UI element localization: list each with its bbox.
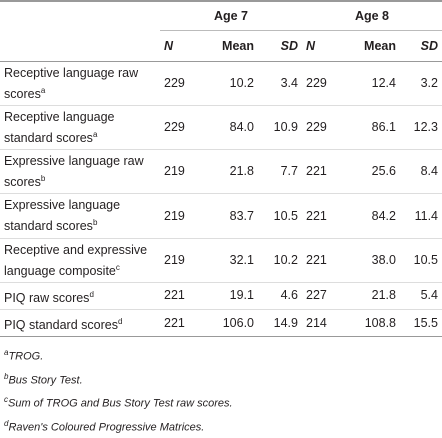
- cell: 12.3: [413, 120, 438, 135]
- row-label: Expressive language standard scoresb: [0, 194, 160, 238]
- cell: 219: [164, 252, 185, 267]
- row-label-text: Receptive and expressive language compos…: [4, 242, 148, 278]
- cell: 106.0: [222, 315, 254, 330]
- cell: 10.5: [273, 208, 298, 223]
- footnote-marker: a: [92, 130, 98, 140]
- cell: 221: [306, 164, 327, 179]
- cell: 84.2: [371, 208, 396, 223]
- row-label-text: Receptive language raw scores: [4, 66, 139, 102]
- cell: 5.4: [420, 288, 438, 303]
- footnote: cSum of TROG and Bus Story Test raw scor…: [4, 390, 438, 414]
- group-header: Age 8: [302, 0, 442, 31]
- row-label: Expressive language raw scoresb: [0, 150, 160, 194]
- cell: 3.2: [420, 76, 438, 91]
- cell: 32.1: [229, 252, 254, 267]
- cell: 21.8: [371, 288, 396, 303]
- cell: 86.1: [371, 120, 396, 135]
- cell: 10.9: [273, 120, 298, 135]
- cell: 38.0: [371, 252, 396, 267]
- cell: 14.9: [273, 315, 298, 330]
- footnote-marker: d: [89, 289, 94, 299]
- column-header: N: [160, 30, 202, 62]
- cell: 15.5: [413, 315, 438, 330]
- cell: 11.4: [414, 208, 438, 223]
- footnote-mark: c: [4, 395, 8, 405]
- corner-cell: [0, 0, 160, 31]
- cell: 10.5: [413, 252, 438, 267]
- table-row: Expressive language standard scoresb 219 8…: [0, 194, 442, 239]
- cell: 221: [164, 315, 185, 330]
- row-label: PIQ raw scoresd: [0, 282, 160, 309]
- cell: 21.8: [229, 164, 254, 179]
- column-header: N: [302, 30, 344, 62]
- table-row: PIQ standard scoresd 221 106.0 14.9 214 108.8…: [0, 309, 442, 337]
- cell: 19.1: [229, 288, 254, 303]
- group-header-row: Age 7 Age 8: [0, 0, 442, 31]
- cell: 219: [164, 164, 185, 179]
- cell: 8.4: [420, 164, 438, 179]
- column-header: Mean: [344, 30, 400, 62]
- data-table: Age 7 Age 8 N Mean SD N Mean SD Receptive langu…: [0, 0, 442, 337]
- table-row: Expressive language raw scoresb 219 21.8 7.…: [0, 150, 442, 194]
- footnote-text: TROG.: [8, 350, 44, 363]
- cell: 229: [306, 76, 327, 91]
- cell: 229: [164, 120, 185, 135]
- footnote-mark: b: [4, 371, 9, 381]
- footnote-marker: a: [40, 86, 46, 95]
- column-header: SD: [400, 30, 442, 62]
- table-row: Receptive language raw scoresa 229 10.2 3.4…: [0, 62, 442, 106]
- column-header: SD: [258, 30, 302, 62]
- cell: 4.6: [280, 288, 298, 303]
- footnote-mark: a: [4, 348, 9, 358]
- row-label-text: Receptive language standard scores: [4, 110, 115, 146]
- cell: 221: [164, 288, 185, 303]
- group-header: Age 7: [160, 0, 302, 31]
- footnote-text: Bus Story Test.: [8, 374, 83, 387]
- cell: 227: [306, 288, 327, 303]
- cell: 84.0: [229, 120, 254, 135]
- footnote-marker: b: [40, 174, 46, 184]
- footnote-text: Raven's Coloured Progressive Matrices.: [8, 421, 205, 434]
- row-label-text: PIQ standard scores: [4, 318, 118, 333]
- table-row: PIQ raw scoresd 221 19.1 4.6 227 21.8 5.4: [0, 282, 442, 310]
- cell: 229: [306, 120, 327, 135]
- cell: 10.2: [229, 76, 254, 91]
- row-label-text: Expressive language standard scores: [4, 198, 121, 234]
- table-row: Receptive and expressive language compos…: [0, 238, 442, 283]
- footnote: bBus Story Test.: [4, 367, 438, 391]
- cell: 12.4: [371, 76, 396, 91]
- footnote: dRaven's Coloured Progressive Matrices.: [4, 414, 438, 438]
- footnote: aTROG.: [4, 343, 438, 367]
- cell: 108.8: [364, 315, 396, 330]
- footnotes: aTROG. bBus Story Test. cSum of TROG and B…: [0, 337, 442, 438]
- footnote-marker: d: [117, 316, 123, 326]
- cell: 10.2: [273, 252, 298, 267]
- cell: 221: [306, 252, 327, 267]
- row-label: Receptive language standard scoresa: [0, 106, 160, 150]
- footnote-text: Sum of TROG and Bus Story Test raw score…: [8, 398, 233, 411]
- cell: 221: [306, 208, 327, 223]
- footnote-marker: b: [92, 218, 98, 228]
- column-header-row: N Mean SD N Mean SD: [0, 30, 442, 62]
- row-label-text: Expressive language raw scores: [4, 154, 144, 190]
- cell: 219: [164, 208, 185, 223]
- footnote-marker: c: [115, 262, 120, 272]
- cell: 3.4: [280, 76, 298, 91]
- cell: 214: [306, 315, 327, 330]
- table-row: Receptive language standard scoresa 229 84…: [0, 106, 442, 150]
- row-label: Receptive language raw scoresa: [0, 62, 160, 106]
- cell: 83.7: [229, 208, 254, 223]
- row-label-text: PIQ raw scores: [4, 290, 90, 305]
- cell: 229: [164, 76, 185, 91]
- cell: 25.6: [371, 164, 396, 179]
- corner-cell: [0, 30, 160, 62]
- cell: 7.7: [280, 164, 298, 179]
- row-label: PIQ standard scoresd: [0, 309, 160, 336]
- row-label: Receptive and expressive language compos…: [0, 238, 160, 282]
- column-header: Mean: [202, 30, 258, 62]
